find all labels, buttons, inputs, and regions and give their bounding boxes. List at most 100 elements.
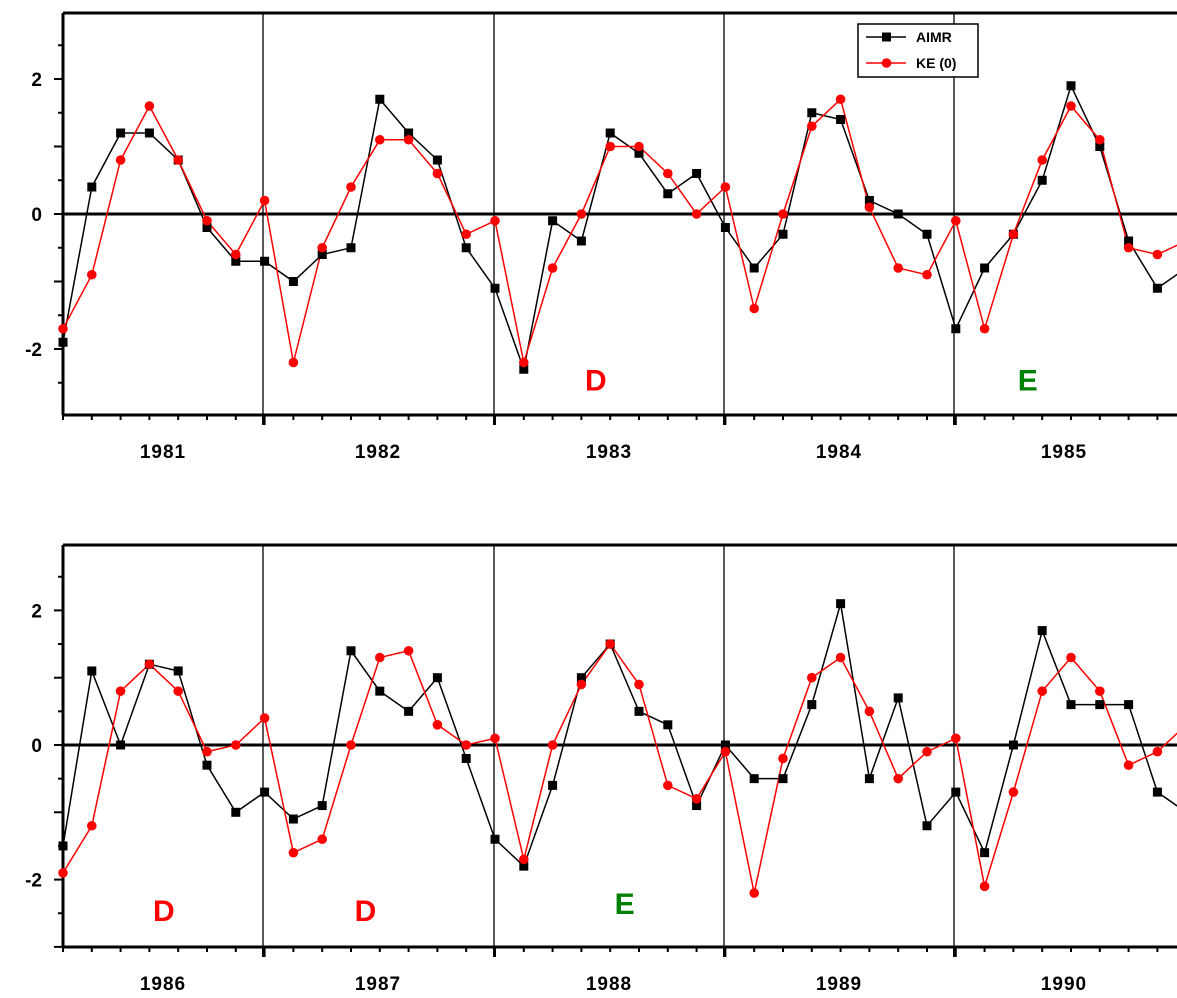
series-line-aimr: [62, 603, 1177, 868]
data-point-ke: [288, 357, 299, 368]
data-point-ke: [259, 713, 270, 723]
data-point-ke: [807, 121, 817, 132]
data-point-aimr: [922, 821, 932, 831]
data-point-aimr: [490, 834, 500, 844]
data-point-ke: [864, 202, 875, 213]
data-point-aimr: [1008, 740, 1018, 750]
data-point-aimr: [202, 223, 212, 232]
data-point-ke: [1008, 229, 1019, 240]
data-point-aimr: [663, 720, 673, 730]
data-point-aimr: [1124, 236, 1134, 246]
data-point-ke: [1037, 686, 1047, 696]
annotation-e: E: [1018, 364, 1038, 397]
data-point-ke: [605, 141, 615, 152]
data-point-ke: [115, 686, 126, 696]
data-point-ke: [749, 303, 759, 314]
data-point-aimr: [1066, 700, 1076, 710]
data-point-ke: [317, 242, 328, 253]
x-tick-label: 1990: [1041, 974, 1087, 995]
data-point-ke: [519, 357, 529, 368]
x-tick-label: 1985: [1041, 442, 1087, 463]
data-point-aimr: [836, 115, 846, 124]
legend-box: [857, 23, 979, 78]
data-point-aimr: [893, 209, 903, 219]
x-tick-label: 1989: [816, 974, 862, 995]
data-point-ke: [634, 679, 644, 690]
y-tick-label: -2: [25, 340, 42, 361]
data-point-aimr: [519, 364, 529, 374]
data-point-aimr: [288, 277, 298, 286]
data-point-ke: [749, 888, 759, 898]
data-point-aimr: [951, 324, 961, 334]
data-point-aimr: [519, 861, 529, 871]
legend-label-ke: KE (0): [916, 55, 956, 71]
data-point-ke: [922, 746, 932, 757]
data-point-aimr: [634, 148, 644, 158]
data-point-aimr: [260, 256, 270, 266]
data-point-ke: [1152, 249, 1163, 260]
x-tick-label: 1982: [355, 442, 401, 463]
data-point-ke: [893, 773, 903, 784]
data-point-ke: [432, 168, 443, 179]
data-point-aimr: [346, 243, 356, 253]
data-point-ke: [576, 679, 587, 690]
data-point-aimr: [692, 169, 702, 178]
data-point-ke: [1008, 787, 1019, 797]
data-point-ke: [375, 134, 385, 145]
data-point-ke: [490, 733, 500, 744]
annotation-d: D: [153, 895, 175, 928]
data-point-ke: [231, 249, 241, 260]
data-point-ke: [490, 215, 500, 226]
x-tick-label: 1987: [355, 974, 401, 995]
data-point-ke: [576, 209, 587, 219]
data-point-ke: [346, 182, 356, 192]
data-point-ke: [979, 881, 990, 892]
annotation-d: D: [355, 895, 377, 928]
data-point-aimr: [980, 263, 990, 273]
data-point-ke: [778, 209, 788, 219]
x-tick-label: 1986: [140, 974, 186, 995]
data-point-ke: [547, 263, 558, 273]
data-point-aimr: [231, 256, 241, 266]
x-tick-label: 1984: [816, 442, 862, 463]
data-point-aimr: [375, 686, 385, 696]
data-point-aimr: [1095, 700, 1105, 710]
legend: AIMR KE (0): [857, 23, 979, 78]
data-point-ke: [547, 740, 558, 750]
data-point-aimr: [980, 848, 990, 858]
data-point-aimr: [432, 155, 442, 165]
annotation-e: E: [615, 888, 635, 921]
x-tick-label: 1983: [586, 442, 632, 463]
y-tick-label: 2: [31, 601, 42, 622]
data-point-aimr: [490, 283, 500, 293]
data-point-ke: [432, 720, 443, 730]
data-point-ke: [317, 834, 328, 845]
data-point-ke: [1095, 686, 1105, 696]
data-point-aimr: [864, 196, 874, 205]
data-point-aimr: [893, 693, 903, 703]
data-point-ke: [691, 209, 702, 219]
data-point-aimr: [87, 666, 97, 676]
data-point-ke: [173, 155, 183, 165]
data-point-aimr: [634, 706, 644, 716]
data-point-aimr: [749, 774, 759, 784]
y-tick-label: -2: [25, 871, 42, 892]
data-point-ke: [835, 652, 846, 663]
data-point-ke: [951, 733, 961, 744]
legend-label-aimr: AIMR: [916, 29, 952, 45]
data-point-ke: [778, 753, 788, 764]
data-point-ke: [58, 868, 68, 878]
data-point-aimr: [1066, 81, 1076, 91]
data-point-ke: [403, 645, 414, 656]
plot-area: [58, 81, 1177, 374]
data-point-ke: [1123, 242, 1134, 253]
data-point-ke: [1095, 134, 1105, 145]
data-point-aimr: [173, 666, 183, 676]
data-point-aimr: [864, 774, 874, 784]
data-point-aimr: [836, 599, 846, 609]
data-point-ke: [259, 195, 270, 206]
data-point-aimr: [116, 740, 126, 750]
data-point-ke: [144, 101, 155, 111]
data-point-ke: [1123, 760, 1134, 770]
data-point-ke: [115, 155, 126, 165]
